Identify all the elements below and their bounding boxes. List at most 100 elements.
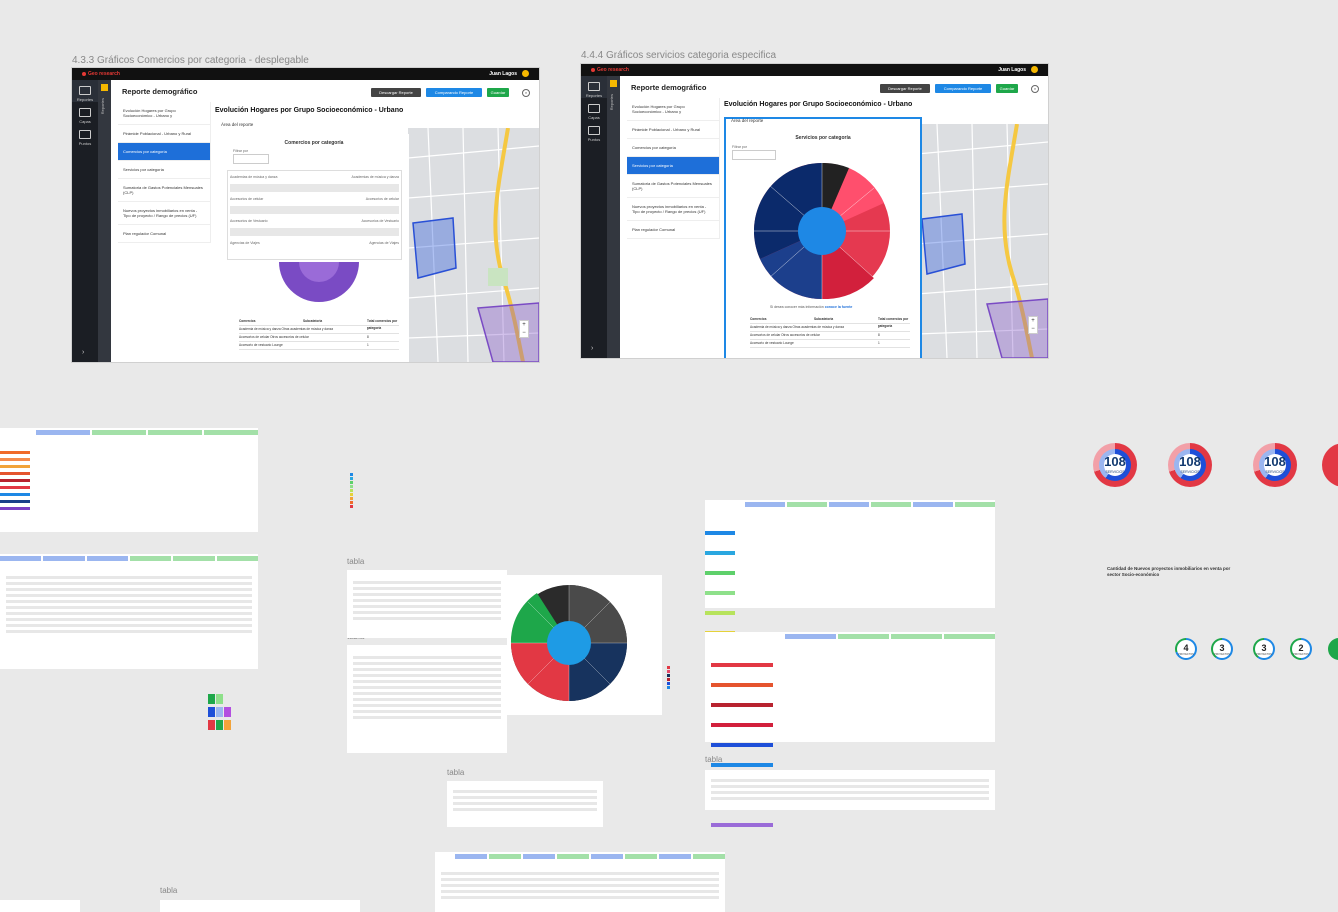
section-title: Evolución Hogares por Grupo Socioeconómi…	[724, 101, 913, 108]
gauge-value: 108	[1104, 454, 1126, 469]
gauge-label: SERVICIOS	[1265, 470, 1285, 474]
table-row: Academia de música y danza Otras academi…	[750, 324, 910, 332]
nav-item-reportes[interactable]: Reportes	[72, 80, 98, 102]
nav-label: Puntos	[587, 137, 601, 142]
tabla-label: tabla	[447, 768, 465, 777]
user-name[interactable]: Juan Lagos	[998, 67, 1026, 73]
sunburst-chart-large[interactable]	[507, 575, 669, 715]
checkbox-academias-2[interactable]: Academias de música y danza	[351, 175, 399, 179]
data-sheet-comercios-subcat	[705, 770, 995, 810]
filter-label: Filtrar por	[732, 145, 747, 149]
source-link[interactable]: conoce la fuente	[824, 305, 853, 309]
page-title: Reporte demográfico	[122, 87, 198, 96]
menu-item-comercios[interactable]: Comercios por categoría	[118, 143, 210, 161]
user-avatar-icon[interactable]	[1031, 66, 1038, 73]
data-sheet-bottom	[435, 852, 725, 912]
nav-item-reportes[interactable]: Reportes	[581, 76, 607, 98]
compare-report-button[interactable]: Comparando Reporte	[935, 84, 991, 93]
collapse-tag-icon[interactable]	[101, 84, 108, 91]
data-sheet-gse-b	[347, 645, 507, 753]
menu-item-evolucion[interactable]: Evolución Hogares por Grupo Socioeconómi…	[627, 98, 719, 121]
data-sheet-corner	[0, 900, 80, 912]
sidebar-dark: Reportes Capas Puntos ›	[581, 76, 607, 358]
checkbox-agencias-2[interactable]: Agencias de Viajes	[369, 241, 399, 245]
row-label: Accesorio de vestuario Lounge	[750, 341, 794, 345]
checkbox-accesorios-celular-2[interactable]: Accesorios de celular	[365, 197, 399, 201]
services-table: Comercios Subcateíoria Total comercios p…	[750, 316, 910, 348]
source-note: Si desea conocer más información conoce …	[770, 305, 852, 309]
user-name[interactable]: Juan Lagos	[489, 71, 517, 77]
sunburst-partial[interactable]	[279, 262, 359, 302]
menu-item-comercios[interactable]: Comercios por categoría	[627, 139, 719, 157]
projects-gauge: 4 PROYECTOS	[1175, 638, 1197, 660]
map-view[interactable]: + −	[917, 124, 1048, 358]
download-report-button[interactable]: Descargar Reporte	[371, 88, 421, 97]
area-label: Área del reporte	[731, 118, 764, 123]
chevron-right-icon[interactable]: ›	[591, 345, 594, 352]
menu-item-proyectos[interactable]: Nuevos proyectos inmobiliarios en venta …	[118, 202, 210, 225]
close-icon[interactable]: ×	[1031, 85, 1039, 93]
zoom-control[interactable]: + −	[1028, 316, 1038, 334]
menu-item-servicios[interactable]: Servicios por categoría	[118, 161, 210, 179]
menu-item-plan-regulador[interactable]: Plan regulador Comunal	[118, 225, 210, 243]
pin-icon	[79, 130, 91, 139]
menu-item-gastos[interactable]: Sumatoria de Gastos Potenciales Mensuale…	[627, 175, 719, 198]
services-gauge: 108 SERVICIOS	[1253, 443, 1297, 487]
nav-item-capas[interactable]: Capas	[581, 98, 607, 120]
close-icon[interactable]: ×	[522, 89, 530, 97]
brand-text: Geo research	[88, 71, 120, 77]
tabla-label: tabla	[705, 755, 723, 764]
zoom-control[interactable]: + −	[519, 320, 529, 338]
chevron-right-icon[interactable]: ›	[82, 349, 85, 356]
download-report-button[interactable]: Descargar Reporte	[880, 84, 930, 93]
pin-icon	[588, 126, 600, 135]
filter-select[interactable]	[233, 154, 269, 164]
data-sheet-comercios-right	[705, 632, 995, 827]
menu-item-piramide[interactable]: Pirámide Poblacional - Urbano y Rural	[627, 121, 719, 139]
sunburst-chart[interactable]	[754, 163, 890, 299]
checkbox-agencias[interactable]: Agencias de Viajes	[230, 241, 260, 245]
nav-item-capas[interactable]: Capas	[72, 102, 98, 124]
checkbox-academias[interactable]: Academias de música y danza	[230, 175, 278, 179]
checkbox-accesorios-celular[interactable]: Accesorios de celular	[230, 197, 264, 201]
page-title: Reporte demográfico	[631, 83, 707, 92]
nav-label: Reportes	[76, 97, 94, 102]
table-row: Accesorios de celular Otros accesorios d…	[750, 332, 910, 340]
menu-item-proyectos[interactable]: Nuevos proyectos inmobiliarios en venta …	[627, 198, 719, 221]
table-row: Accesorios de celular Otros accesorios d…	[239, 334, 399, 342]
nav-item-puntos[interactable]: Puntos	[581, 120, 607, 142]
panel-title: Comercios por categoría	[284, 140, 344, 146]
table-row: Accesorio de vestuario Lounge 1	[750, 340, 910, 348]
table-row: Accesorio de vestuario Lounge 1	[239, 342, 399, 350]
section-title: Evolución Hogares por Grupo Socioeconómi…	[215, 107, 404, 114]
color-swatches	[208, 694, 231, 730]
projects-gauge: 3 PROYECTOS	[1211, 638, 1233, 660]
row-value: 8	[878, 333, 880, 337]
row-value: 1	[367, 343, 369, 347]
user-avatar-icon[interactable]	[522, 70, 529, 77]
source-note-text: Si desea conocer más información	[770, 305, 824, 309]
collapse-tag-icon[interactable]	[610, 80, 617, 87]
menu-item-gastos[interactable]: Sumatoria de Gastos Potenciales Mensuale…	[118, 179, 210, 202]
gauge-label: SERVICIOS	[1105, 470, 1125, 474]
menu-item-plan-regulador[interactable]: Plan regulador Comunal	[627, 221, 719, 239]
checkbox-accesorios-vestuario[interactable]: Accesorios de Vestuario	[230, 219, 268, 223]
menu-item-servicios[interactable]: Servicios por categoría	[627, 157, 719, 175]
filter-select[interactable]	[732, 150, 776, 160]
checkbox-accesorios-vestuario-2[interactable]: Accesorios de Vestuario	[361, 219, 399, 223]
panel-title: Servicios por categoría	[795, 135, 851, 141]
save-button[interactable]: Guardar	[487, 88, 509, 97]
menu-item-piramide[interactable]: Pirámide Poblacional - Urbano y Rural	[118, 125, 210, 143]
nav-item-puntos[interactable]: Puntos	[72, 124, 98, 146]
row-label: Academia de música y danza Otras academi…	[750, 325, 845, 329]
layers-icon	[79, 108, 91, 117]
save-button[interactable]: Guardar	[996, 84, 1018, 93]
tabla-label: tabla	[347, 557, 365, 566]
compare-report-button[interactable]: Comparando Reporte	[426, 88, 482, 97]
sidebar-secondary: Reportes	[607, 76, 620, 358]
menu-item-evolucion[interactable]: Evolución Hogares por Grupo Socioeconómi…	[118, 102, 210, 125]
data-sheet-piramide	[447, 781, 603, 827]
filter-label: Filtrar por	[233, 149, 248, 153]
map-view[interactable]: + −	[408, 128, 539, 362]
projects-gauge: 2 PROYECTOS	[1290, 638, 1312, 660]
